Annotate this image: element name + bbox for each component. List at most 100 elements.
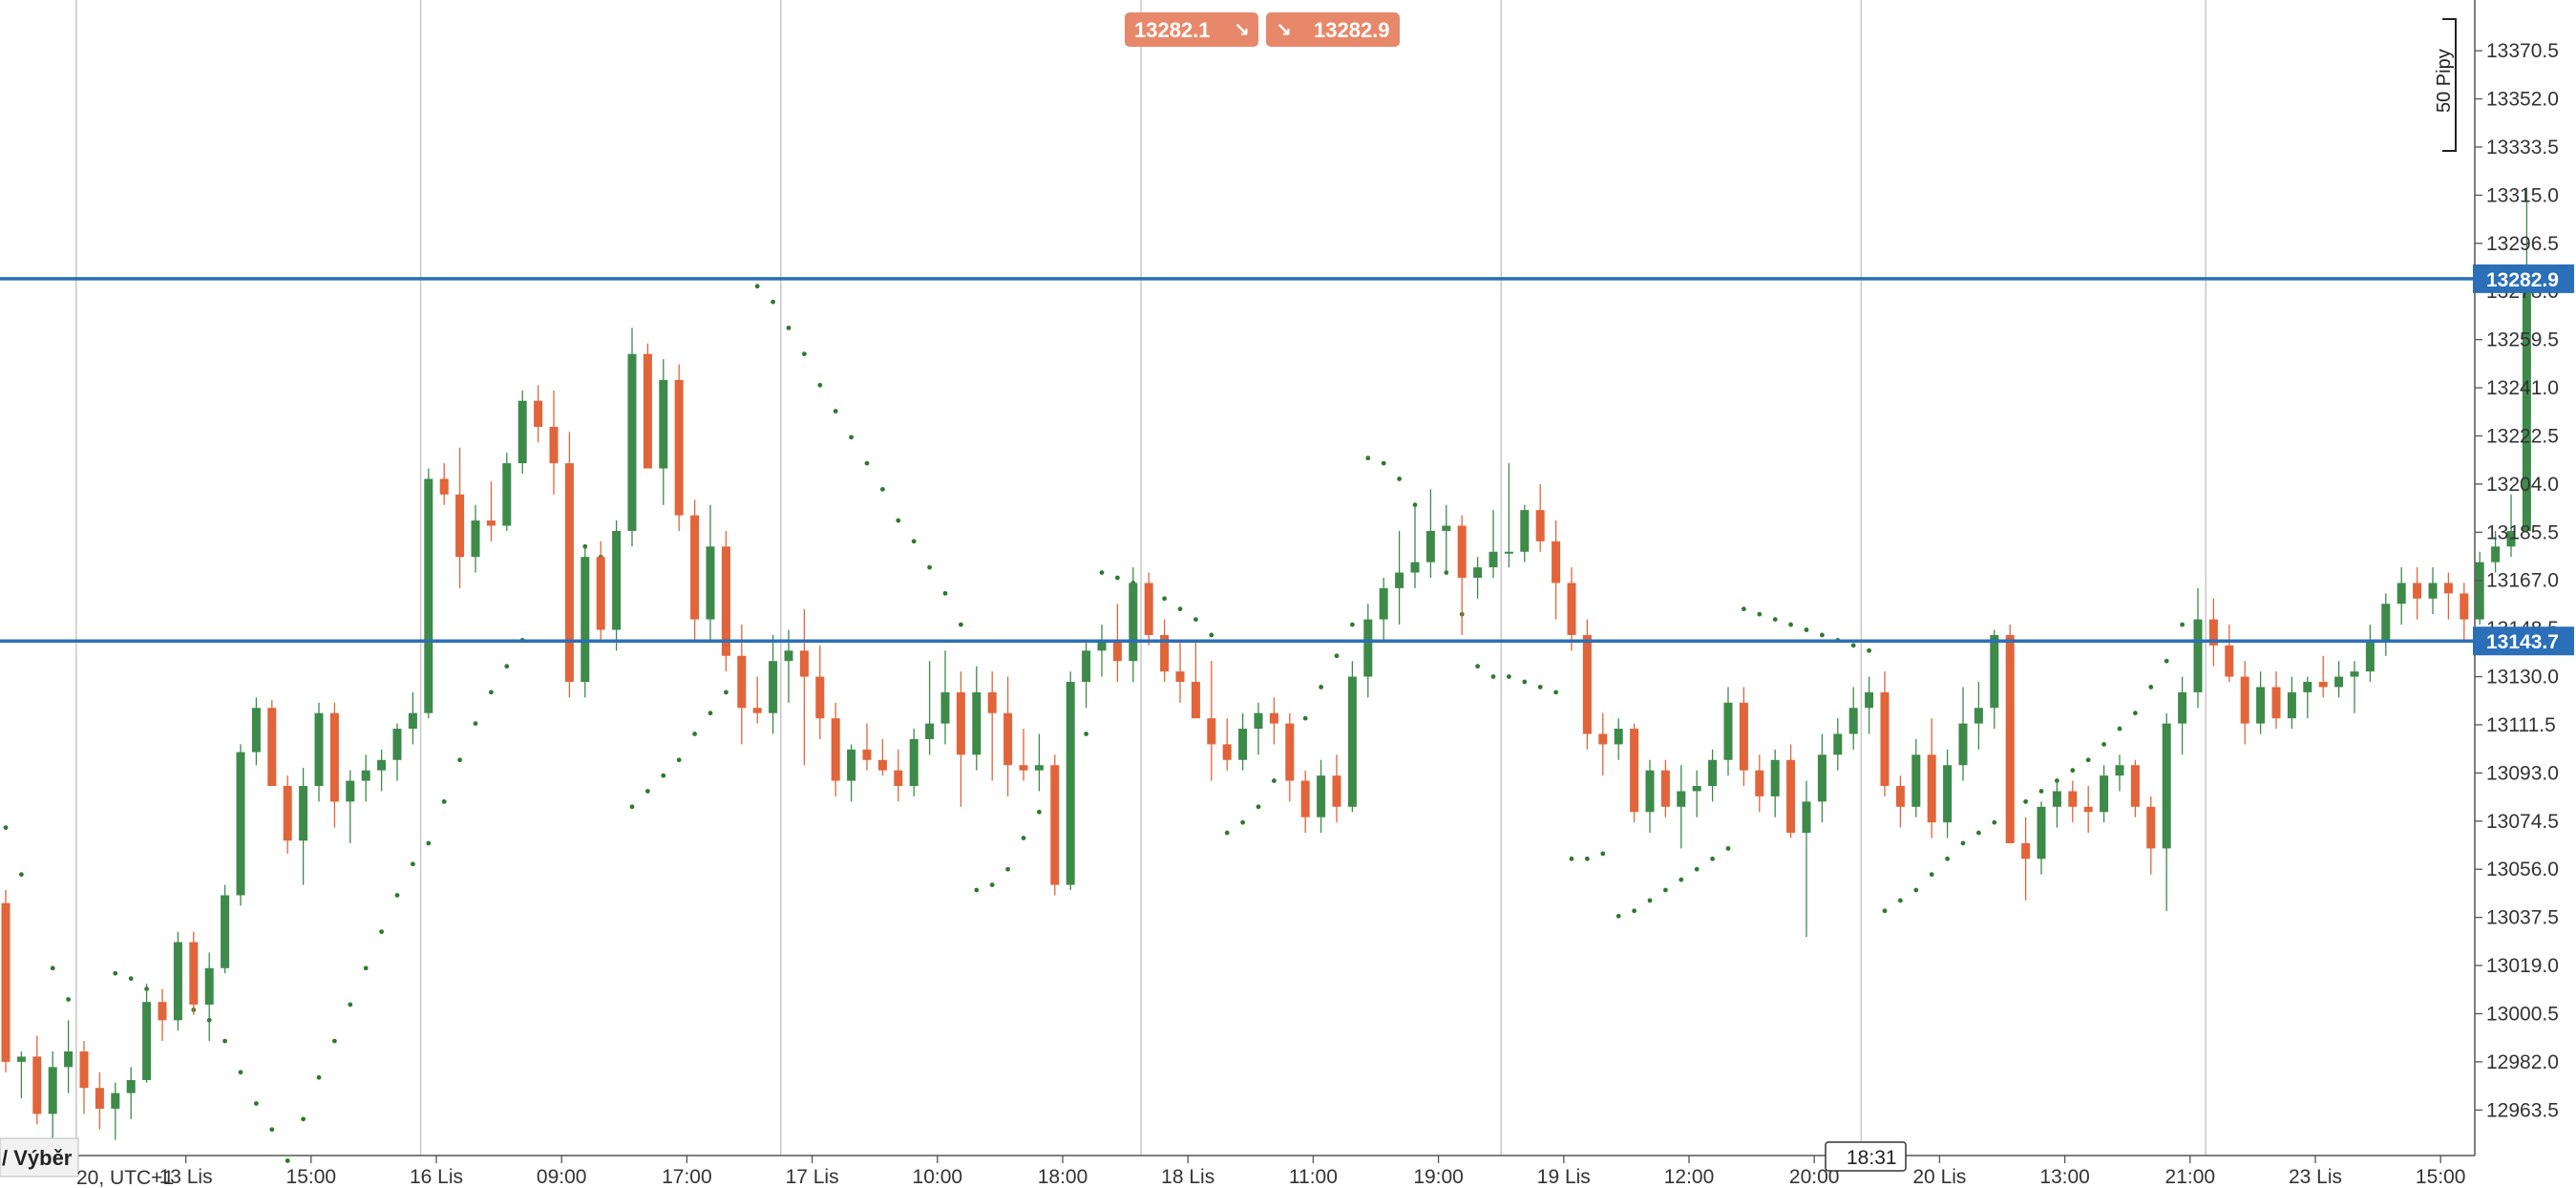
candle[interactable] bbox=[2506, 494, 2516, 558]
candle[interactable] bbox=[1786, 744, 1796, 838]
candle[interactable] bbox=[612, 520, 622, 651]
candle[interactable] bbox=[2037, 801, 2046, 875]
candle[interactable] bbox=[64, 1020, 74, 1093]
candle[interactable] bbox=[361, 754, 370, 802]
buy-quote-button[interactable]: ↘ 13282.9 bbox=[1266, 12, 1400, 47]
candle[interactable] bbox=[1066, 671, 1075, 891]
candle[interactable] bbox=[173, 931, 182, 1031]
candle[interactable] bbox=[1660, 759, 1670, 817]
candle[interactable] bbox=[643, 343, 652, 469]
candle[interactable] bbox=[2130, 759, 2140, 817]
candle[interactable] bbox=[862, 723, 872, 771]
candle[interactable] bbox=[1425, 489, 1435, 578]
candle[interactable] bbox=[1300, 770, 1310, 834]
candle[interactable] bbox=[2287, 676, 2296, 730]
candle[interactable] bbox=[1410, 504, 1420, 588]
candle[interactable] bbox=[1552, 520, 1561, 620]
candle[interactable] bbox=[1943, 749, 1953, 838]
candle[interactable] bbox=[752, 676, 762, 724]
candle[interactable] bbox=[831, 702, 840, 796]
selection-dropdown[interactable]: / Výběr bbox=[0, 1137, 79, 1177]
candle[interactable] bbox=[236, 744, 245, 906]
candle[interactable] bbox=[2178, 676, 2187, 755]
candle[interactable] bbox=[486, 481, 496, 541]
candle[interactable] bbox=[2428, 567, 2438, 615]
candle[interactable] bbox=[1645, 759, 1655, 834]
candle[interactable] bbox=[1003, 676, 1013, 796]
candle[interactable] bbox=[2334, 661, 2344, 698]
candle[interactable] bbox=[2303, 676, 2312, 719]
candle[interactable] bbox=[1489, 510, 1498, 578]
candle[interactable] bbox=[1442, 504, 1451, 573]
candle[interactable] bbox=[1598, 712, 1608, 776]
candle[interactable] bbox=[2225, 625, 2234, 683]
candle[interactable] bbox=[142, 984, 152, 1083]
candle[interactable] bbox=[346, 770, 355, 843]
candle[interactable] bbox=[2381, 593, 2391, 656]
candle[interactable] bbox=[299, 767, 308, 885]
candle[interactable] bbox=[1285, 712, 1295, 802]
candle[interactable] bbox=[2443, 572, 2453, 620]
candle[interactable] bbox=[502, 453, 512, 531]
candle[interactable] bbox=[1379, 578, 1388, 641]
candle[interactable] bbox=[1911, 738, 1921, 817]
candle[interactable] bbox=[1848, 687, 1858, 750]
candle[interactable] bbox=[1990, 629, 1999, 730]
candle[interactable] bbox=[1347, 661, 1357, 813]
candle[interactable] bbox=[2256, 671, 2266, 734]
candle[interactable] bbox=[1317, 759, 1326, 834]
candle[interactable] bbox=[1520, 504, 1530, 562]
candle[interactable] bbox=[1927, 718, 1936, 838]
candle[interactable] bbox=[2491, 530, 2501, 573]
candle[interactable] bbox=[2240, 661, 2249, 745]
candle[interactable] bbox=[987, 671, 997, 781]
candle[interactable] bbox=[956, 671, 965, 807]
candle[interactable] bbox=[1332, 754, 1341, 823]
candle[interactable] bbox=[1504, 463, 1513, 568]
candle[interactable] bbox=[1050, 754, 1060, 896]
candle[interactable] bbox=[847, 744, 856, 802]
candle[interactable] bbox=[2193, 587, 2203, 709]
candle[interactable] bbox=[32, 1035, 42, 1125]
candle[interactable] bbox=[126, 1067, 136, 1119]
candle[interactable] bbox=[48, 1050, 57, 1146]
candle[interactable] bbox=[1034, 733, 1044, 792]
candle[interactable] bbox=[204, 952, 214, 1042]
candle[interactable] bbox=[1770, 749, 1780, 817]
candle[interactable] bbox=[111, 1082, 120, 1140]
candle[interactable] bbox=[2146, 796, 2156, 875]
candle[interactable] bbox=[1175, 640, 1185, 703]
candle[interactable] bbox=[581, 546, 590, 698]
candle[interactable] bbox=[267, 700, 277, 787]
candle[interactable] bbox=[1207, 661, 1216, 781]
candle[interactable] bbox=[158, 988, 167, 1042]
candle[interactable] bbox=[1974, 682, 1983, 750]
pip-scale-widget[interactable]: 50 Pipy bbox=[2434, 18, 2457, 152]
candle[interactable] bbox=[1865, 676, 1874, 734]
time-axis[interactable]: 13 Lis 15:00 16 Lis 09:00 17:00 17 Lis 10:00 18… bbox=[159, 1156, 2466, 1188]
candle[interactable] bbox=[455, 447, 465, 588]
candle[interactable] bbox=[424, 468, 433, 719]
candle[interactable] bbox=[1802, 780, 1811, 938]
candle[interactable] bbox=[1535, 483, 1545, 552]
candle[interactable] bbox=[815, 645, 825, 739]
candle[interactable] bbox=[2208, 598, 2218, 667]
candle[interactable] bbox=[2162, 712, 2171, 911]
candle[interactable] bbox=[706, 504, 715, 641]
candle[interactable] bbox=[329, 702, 339, 828]
candle[interactable] bbox=[894, 749, 903, 802]
candle[interactable] bbox=[1238, 712, 1248, 771]
candle[interactable] bbox=[1817, 733, 1826, 823]
candle[interactable] bbox=[314, 702, 324, 802]
candle[interactable] bbox=[2522, 187, 2531, 531]
candle[interactable] bbox=[737, 625, 747, 745]
candle[interactable] bbox=[79, 1041, 89, 1114]
candle[interactable] bbox=[1191, 640, 1200, 719]
candle[interactable] bbox=[1363, 604, 1373, 698]
candle[interactable] bbox=[517, 390, 527, 474]
candle[interactable] bbox=[564, 432, 574, 698]
candle[interactable] bbox=[877, 738, 887, 776]
candle[interactable] bbox=[2021, 817, 2031, 901]
candle[interactable] bbox=[1567, 567, 1576, 651]
